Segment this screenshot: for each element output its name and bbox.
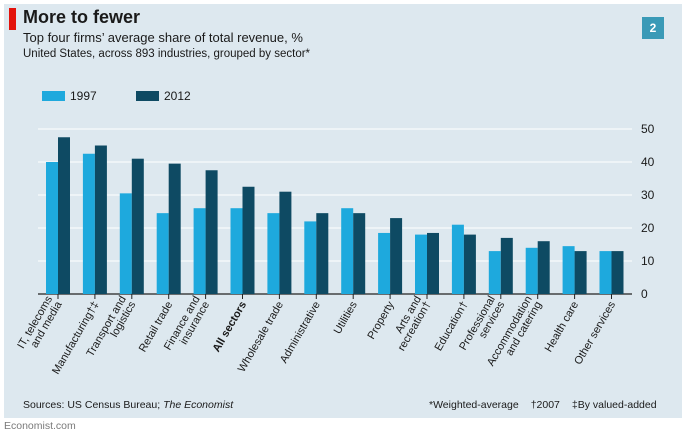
chart-number-badge: 2 (642, 17, 664, 39)
bar-2012-5 (242, 186, 255, 294)
x-tick-label-10: Arts andrecreation† (386, 294, 433, 353)
bar-1997-13 (525, 247, 538, 294)
footnote-value-added: ‡By valued-added (571, 399, 657, 411)
y-tick-label-0: 0 (641, 287, 648, 301)
x-tick-label-line: Other services (572, 299, 618, 367)
bar-1997-2 (119, 193, 132, 294)
bar-2012-4 (205, 170, 218, 294)
source-note: Sources: US Census Bureau; The Economist (23, 399, 233, 411)
bar-2012-11 (463, 234, 476, 294)
legend-label-1997: 1997 (70, 89, 97, 103)
footnote-weighted: *Weighted-average (429, 399, 519, 411)
bar-1997-14 (562, 246, 575, 294)
source-italic: The Economist (163, 399, 234, 411)
bar-2012-12 (500, 237, 513, 294)
legend-item-2012: 2012 (136, 89, 191, 103)
bar-1997-15 (599, 251, 612, 294)
x-tick-label-9: Property (366, 299, 397, 341)
legend-swatch-2012 (136, 91, 159, 101)
bar-1997-3 (156, 213, 169, 294)
x-tick-label-5: All sectors (211, 300, 250, 355)
bar-2012-2 (131, 158, 144, 294)
chart-subtitle-secondary: United States, across 893 industries, gr… (23, 48, 311, 60)
bar-1997-0 (46, 162, 58, 294)
bar-1997-10 (415, 234, 427, 294)
y-tick-label-20: 20 (641, 221, 655, 235)
bar-1997-11 (451, 224, 464, 294)
site-credit: Economist.com (4, 420, 76, 432)
y-tick-label-40: 40 (641, 155, 655, 169)
bar-2012-7 (316, 213, 329, 294)
chart-subtitle: Top four firms’ average share of total r… (23, 30, 303, 45)
bar-1997-12 (488, 251, 501, 294)
x-tick-label-15: Other services (572, 299, 618, 367)
x-tick-label-14: Health care (543, 300, 582, 355)
legend-item-1997: 1997 (42, 89, 97, 103)
legend-label-2012: 2012 (164, 89, 191, 103)
bar-1997-5 (230, 208, 243, 294)
bar-2012-13 (537, 241, 550, 294)
bar-2012-3 (168, 163, 181, 294)
bar-1997-8 (341, 208, 354, 294)
bar-2012-15 (611, 251, 624, 294)
bar-1997-9 (378, 232, 391, 294)
footnote-2007: †2007 (530, 399, 560, 411)
bar-2012-8 (353, 213, 366, 294)
x-tick-label-0: IT, telecomsand media (15, 293, 65, 356)
bar-2012-0 (58, 137, 70, 294)
y-tick-label-10: 10 (641, 254, 655, 268)
bar-1997-1 (82, 153, 95, 294)
footnotes: *Weighted-average †2007 ‡By valued-added (429, 399, 657, 411)
y-tick-label-30: 30 (641, 188, 655, 202)
x-tick-label-line: All sectors (211, 300, 250, 355)
x-tick-label-7: Administrative (278, 300, 323, 366)
x-tick-label-line: Utilities (332, 299, 360, 336)
bar-1997-6 (267, 213, 280, 294)
source-text: Sources: US Census Bureau; (23, 399, 164, 411)
bar-1997-7 (304, 221, 317, 294)
legend-swatch-1997 (42, 91, 65, 101)
x-tick-label-8: Utilities (332, 299, 360, 336)
brand-accent-bar (9, 8, 16, 30)
chart-title: More to fewer (23, 7, 141, 27)
bar-2012-9 (390, 218, 403, 294)
y-tick-label-50: 50 (641, 122, 655, 136)
bar-2012-14 (574, 251, 587, 294)
bar-2012-6 (279, 191, 292, 294)
x-tick-label-line: Health care (543, 300, 582, 355)
x-tick-label-line: Administrative (278, 300, 323, 366)
bar-1997-4 (193, 208, 206, 294)
x-tick-label-line: Property (366, 299, 397, 341)
bar-2012-1 (94, 145, 107, 294)
bar-2012-10 (427, 232, 439, 294)
